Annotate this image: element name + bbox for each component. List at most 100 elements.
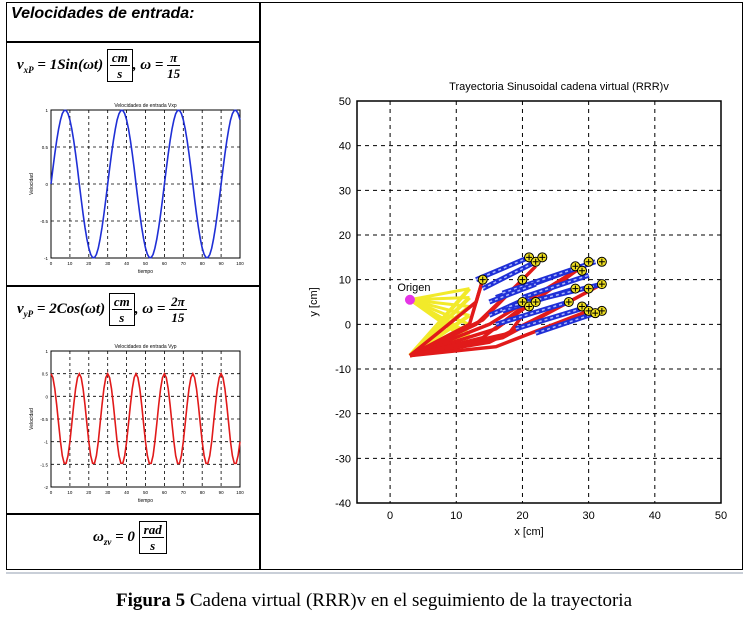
x-tick-label: 70 [181,261,187,266]
x-tick-label: 20 [516,510,528,522]
end-effector-cross [532,299,539,305]
y-tick-label: 10 [339,275,351,287]
caption-text: Cadena virtual (RRR)v en el seguimiento … [185,590,633,611]
x-tick-label: 50 [143,261,149,266]
x-tick-label: 50 [715,510,727,522]
x-tick-label: 90 [219,261,225,266]
y-tick-label: -2 [44,485,48,490]
y-axis-label: Velocidad [29,173,35,195]
y-tick-label: -20 [335,409,351,421]
y-tick-label: -0.5 [40,219,48,224]
chart-title: Velocidades de entrada Vxp [114,103,176,109]
equation-wzv: ωzv = 0 rad s [93,521,167,554]
red-link [409,314,524,358]
y-tick-label: -1.5 [40,462,48,467]
end-effector-cross [532,258,539,265]
y-tick-label: 0 [45,394,48,399]
x-tick-label: 10 [450,510,462,522]
y-tick-label: 20 [339,230,351,242]
chart-trajectory: Trayectoria Sinusoidal cadena virtual (R… [308,81,727,538]
x-tick-label: 100 [236,261,244,266]
x-tick-label: 30 [105,261,111,266]
end-effector-cross [579,303,586,310]
end-effector-cross [519,276,526,283]
row-divider-3 [7,513,260,515]
chart-title: Velocidades de entrada Vyp [114,344,176,350]
end-effector-cross [598,281,605,288]
x-tick-label: 40 [124,490,130,495]
origin-marker [404,294,415,305]
x-tick-label: 20 [86,490,92,495]
series-line [50,371,241,465]
y-axis-label: y [cm] [308,287,320,316]
x-tick-label: 20 [86,261,92,266]
x-tick-label: 90 [219,490,225,495]
figure-frame: Velocidades de entrada: vxP = 1Sin(ωt) c… [6,2,743,570]
x-tick-label: 70 [181,490,187,495]
end-effector-cross [519,299,526,305]
y-tick-label: 1 [45,108,48,113]
y-tick-label: 0.5 [42,145,49,150]
end-effector-cross [585,307,592,314]
y-tick-label: -40 [335,498,351,510]
end-effector-cross [598,258,605,265]
end-effector-cross [585,285,592,292]
x-tick-label: 50 [143,490,149,495]
bottom-rule [6,572,743,574]
blue-link [521,272,590,300]
x-tick-label: 60 [162,261,168,266]
origin-label: Origen [397,282,430,294]
y-tick-label: -30 [335,453,351,465]
y-tick-label: 30 [339,185,351,197]
end-effector-cross [572,285,579,292]
y-tick-label: 50 [339,96,351,108]
end-effector-cross [598,307,605,314]
x-axis-label: tiempo [138,269,153,275]
y-tick-label: 1 [45,349,48,354]
y-tick-label: -1 [44,440,48,445]
end-effector-cross [579,267,586,274]
red-link [409,309,590,358]
end-effector-cross [565,299,572,305]
x-tick-label: 40 [649,510,661,522]
x-axis-label: tiempo [138,498,153,504]
x-tick-label: 80 [200,490,206,495]
figure-caption: Figura 5 Cadena virtual (RRR)v en el seg… [0,590,748,612]
x-tick-label: 0 [50,490,53,495]
end-effector-cross [585,258,592,265]
red-link [409,265,537,358]
x-tick-label: 0 [50,261,53,266]
blue-link-highlight [502,261,596,294]
x-tick-label: 30 [105,490,111,495]
y-tick-label: 0 [45,182,48,187]
blue-link-highlight [482,261,537,290]
blue-link-highlight [489,283,536,303]
end-effector-cross [479,276,486,283]
equation-vxp: vxP = 1Sin(ωt) cm s, ω = π 15 [17,49,181,82]
yellow-link [409,298,464,335]
y-tick-label: 40 [339,141,351,153]
y-tick-label: -1 [44,256,48,261]
equation-vyp: vyP = 2Cos(ωt) cm s, ω = 2π 15 [17,293,187,326]
x-tick-label: 100 [236,490,244,495]
blue-link-highlight [515,305,589,330]
y-tick-label: 0 [345,319,351,331]
row-divider-1 [7,41,260,43]
chart-title: Trayectoria Sinusoidal cadena virtual (R… [449,81,669,93]
y-tick-label: -10 [335,364,351,376]
panel-title: Velocidades de entrada: [11,5,195,22]
y-tick-label: -0.5 [40,417,48,422]
x-tick-label: 10 [67,490,73,495]
row-divider-2 [7,285,260,287]
x-tick-label: 10 [67,261,73,266]
end-effector-cross [592,310,599,317]
end-effector-cross [526,254,533,261]
series-line [50,109,241,259]
y-tick-label: 0.5 [42,372,49,377]
blue-link-highlight [495,301,570,326]
x-tick-label: 40 [124,261,130,266]
x-tick-label: 80 [200,261,206,266]
x-tick-label: 60 [162,490,168,495]
